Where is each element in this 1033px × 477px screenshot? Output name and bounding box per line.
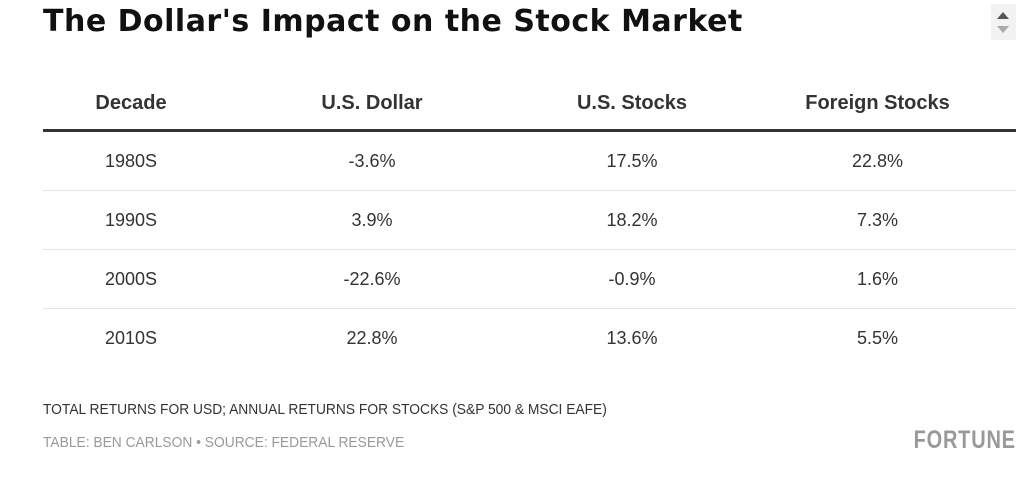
cell: 5.5% [856,327,899,348]
header-foreign-stocks: Foreign Stocks [739,78,1016,132]
cell: -3.6% [219,130,525,191]
header-us-stocks: U.S. Stocks [525,78,739,132]
cell: 17.5% [525,130,739,191]
table-row: 2010S 22.8% 13.6% 5.5% [43,309,1016,368]
header-decade: Decade [43,78,219,132]
table-row: 1980S -3.6% 17.5% 22.8% [43,130,1016,191]
arrow-up-icon[interactable] [997,12,1009,19]
table-header-row: Decade U.S. Dollar U.S. Stocks Foreign S… [43,78,1016,132]
cell: 1980S [43,130,219,191]
table-row: 2000S -22.6% -0.9% 1.6% [43,249,1016,309]
cell: 1990S [43,190,219,250]
cell: -0.9% [525,249,739,309]
cell: 22.8% [346,327,398,348]
cell: 1.6% [739,249,1016,309]
header-us-dollar: U.S. Dollar [219,78,525,132]
page-title: The Dollar's Impact on the Stock Market [43,4,743,39]
table-note: TOTAL RETURNS FOR USD; ANNUAL RETURNS FO… [43,401,607,418]
cell: 7.3% [739,190,1016,250]
table-row: 1990S 3.9% 18.2% 7.3% [43,190,1016,250]
fortune-logo: FORTUNE [913,426,1016,454]
arrow-down-icon[interactable] [997,26,1009,33]
cell: 18.2% [525,190,739,250]
cell: 2000S [43,249,219,309]
scroll-spinner[interactable] [991,4,1016,40]
cell: 3.9% [219,190,525,250]
cell: 13.6% [606,327,658,348]
cell: 2010S [104,327,158,348]
cell: 22.8% [739,130,1016,191]
data-table: Decade U.S. Dollar U.S. Stocks Foreign S… [43,78,1016,367]
table-source: TABLE: BEN CARLSON • SOURCE: FEDERAL RES… [43,434,405,451]
cell: -22.6% [219,249,525,309]
